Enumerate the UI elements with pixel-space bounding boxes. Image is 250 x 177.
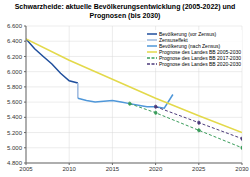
svg-text:5.800: 5.800: [8, 84, 23, 90]
svg-text:2030: 2030: [235, 166, 242, 172]
svg-text:2025: 2025: [192, 166, 206, 172]
svg-text:4.800: 4.800: [8, 160, 23, 166]
svg-text:2020: 2020: [149, 166, 163, 172]
svg-text:2015: 2015: [106, 166, 120, 172]
svg-text:5.200: 5.200: [8, 130, 23, 136]
svg-text:6.600: 6.600: [8, 23, 23, 29]
svg-text:5.000: 5.000: [8, 145, 23, 151]
html-text:Bevölkerung (nach Zensus): Bevölkerung (nach Zensus): [159, 43, 221, 49]
html-text:Bevölkerung (vor Zensus): Bevölkerung (vor Zensus): [159, 31, 217, 37]
svg-text:6.400: 6.400: [8, 38, 23, 44]
svg-text:5.400: 5.400: [8, 114, 23, 120]
svg-text:5.600: 5.600: [8, 99, 23, 105]
html-text:Prognose des Landes BB 2017-20: Prognose des Landes BB 2017-2030: [159, 55, 241, 61]
html-text:Prognose des Landes BB 2020-20: Prognose des Landes BB 2020-2030: [159, 61, 241, 67]
svg-text:2010: 2010: [63, 166, 77, 172]
svg-text:2005: 2005: [19, 166, 33, 172]
html-text:Prognose des Landes BB 2005-20: Prognose des Landes BB 2005-2030: [159, 49, 241, 55]
svg-text:6.000: 6.000: [8, 69, 23, 75]
html-text:Zensuseffekt: Zensuseffekt: [159, 37, 188, 43]
html-text:Schwarzheide: aktuelle Bevölke: Schwarzheide: aktuelle Bevölkerungsentwi…: [14, 3, 236, 19]
svg-text:6.200: 6.200: [8, 54, 23, 60]
